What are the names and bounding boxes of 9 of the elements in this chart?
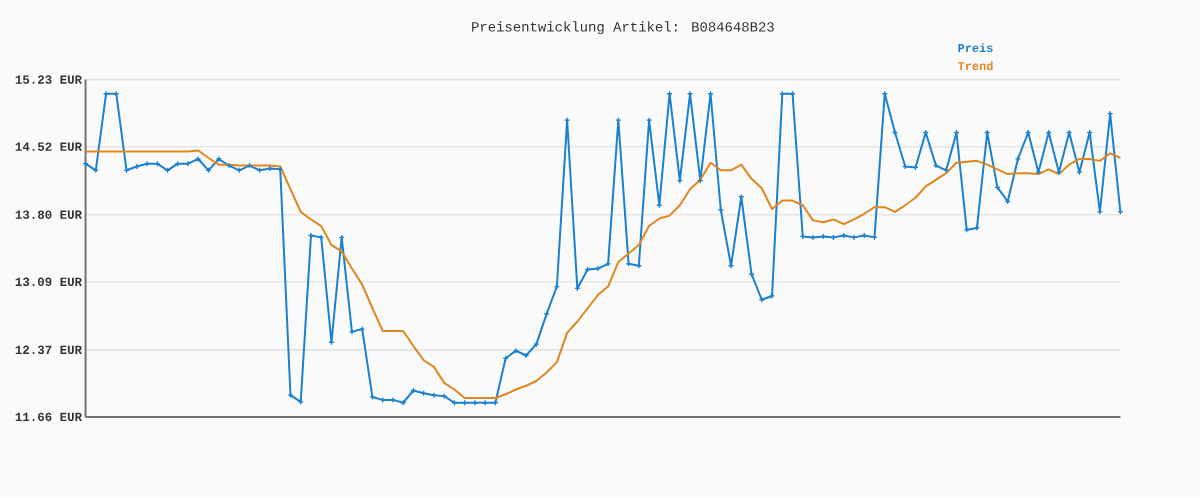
text: Trend bbox=[957, 61, 993, 71]
chart-title: Preisentwicklung Artikel: B084648B23 bbox=[472, 21, 774, 35]
y-tick-label: 13.09 EUR bbox=[15, 277, 83, 287]
text: Preis bbox=[958, 43, 993, 53]
y-tick-label: 12.37 EUR bbox=[15, 345, 83, 355]
y-tick-label: 13.80 EUR bbox=[15, 210, 83, 220]
y-tick-label: 15.23 EUR bbox=[15, 75, 83, 85]
y-tick-label: 14.52 EUR bbox=[15, 142, 83, 152]
y-tick-label: 11.66 EUR bbox=[15, 412, 83, 422]
